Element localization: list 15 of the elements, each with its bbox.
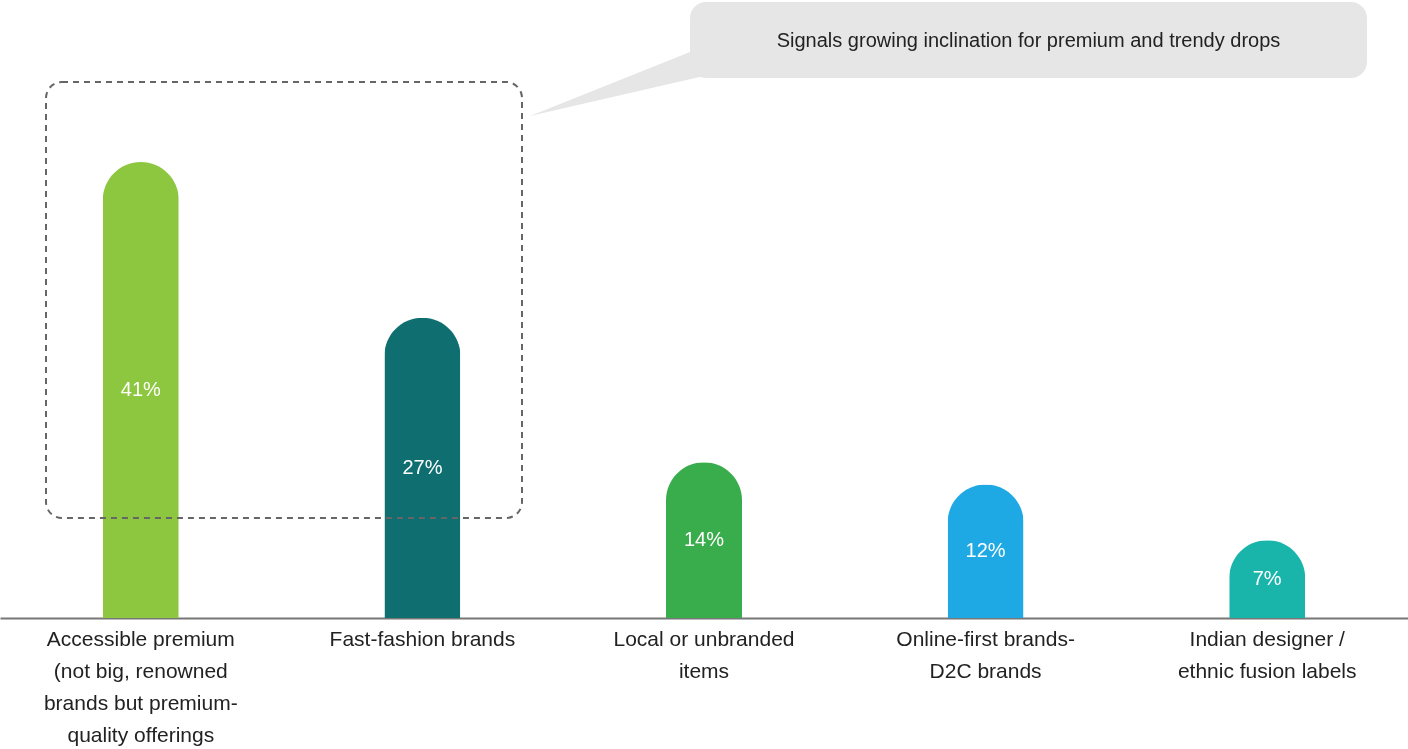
bar (102, 162, 179, 618)
data-label: 14% (683, 528, 725, 551)
x-tick-label: Local or unbranded items (613, 626, 795, 682)
x-tick-label: Fast-fashion brands (329, 626, 516, 650)
text: Signals growing inclination for premium and trendy drops (690, 2, 1367, 78)
bar (666, 462, 742, 618)
data-label: 12% (965, 539, 1006, 562)
x-tick-label: Indian designer / ethnic fusion labels (1177, 626, 1357, 682)
bar (947, 484, 1024, 618)
data-label: 27% (402, 455, 443, 478)
x-tick-label: Online-first brands-D2C brands (896, 626, 1075, 682)
bar (384, 317, 461, 618)
data-label: 41% (120, 378, 162, 401)
x-tick-label: Accessible premium (not big, renowned brands but premium-quality offerings (43, 626, 238, 746)
data-label: 7% (1252, 567, 1282, 590)
